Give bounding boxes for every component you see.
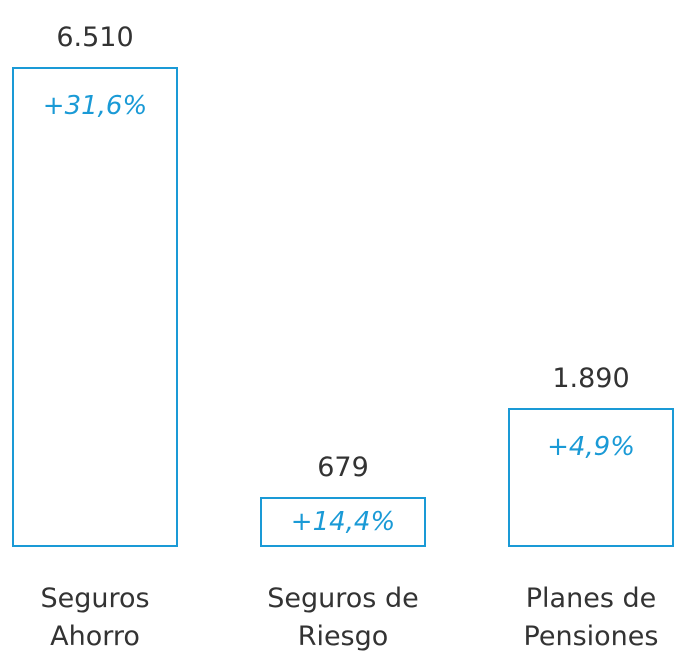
- growth-label: +31,6%: [42, 91, 148, 121]
- bar: [12, 67, 178, 547]
- category-label: Planes de Pensiones: [523, 583, 659, 652]
- growth-label: +14,4%: [290, 506, 396, 537]
- bar: [508, 407, 674, 547]
- value-label: 6.510: [56, 22, 134, 53]
- value-label: 679: [317, 451, 369, 483]
- bar: [260, 496, 426, 547]
- category-label: Seguros Ahorro: [40, 583, 150, 652]
- category-label: Seguros de Riesgo: [267, 583, 419, 652]
- growth-label: +4,9%: [547, 431, 635, 462]
- value-label: 1.890: [552, 362, 630, 394]
